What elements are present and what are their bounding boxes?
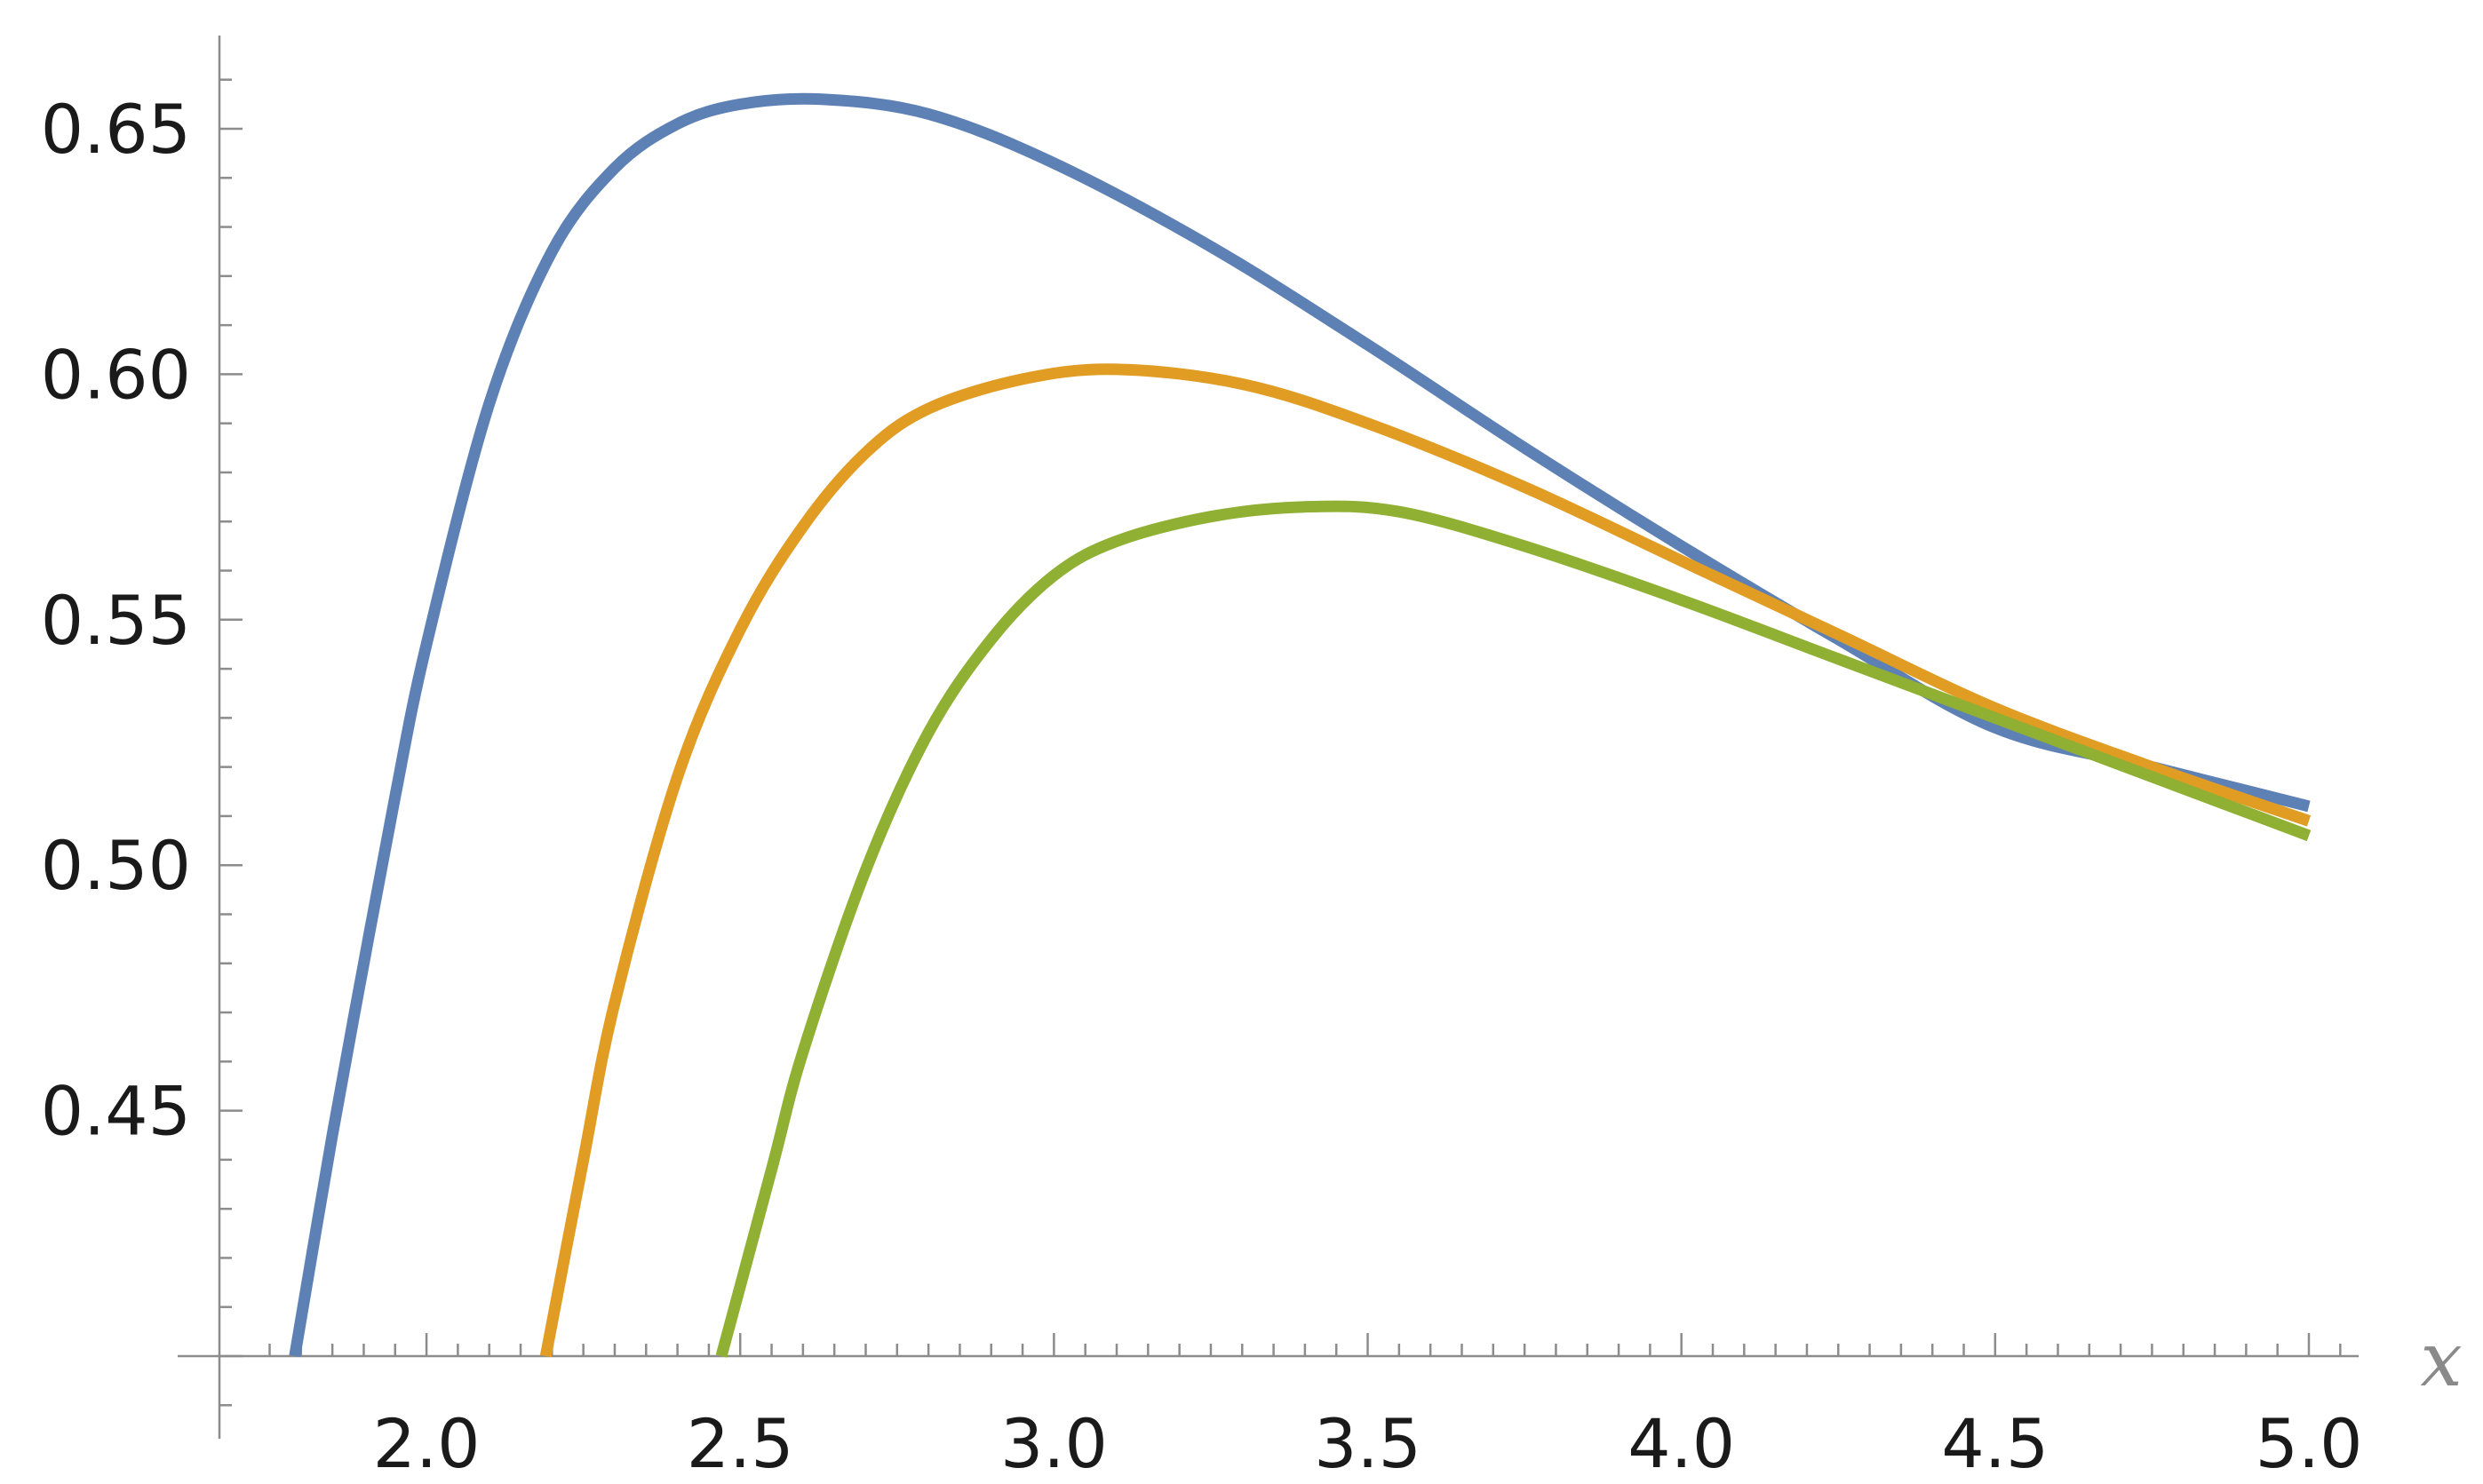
y-tick-label: 0.60 <box>41 335 191 414</box>
x-tick-label: 2.5 <box>687 1404 794 1483</box>
x-axis-title: x <box>2420 1316 2462 1403</box>
series-line-3 <box>715 500 2312 1358</box>
y-tick-label: 0.55 <box>41 581 191 660</box>
x-tick-label: 5.0 <box>2256 1404 2363 1483</box>
y-tick-label: 0.45 <box>41 1072 191 1151</box>
x-tick-label: 4.5 <box>1941 1404 2049 1483</box>
x-tick-label: 3.5 <box>1314 1404 1421 1483</box>
y-tick-label: 0.50 <box>41 826 191 905</box>
x-tick-label: 2.0 <box>373 1404 481 1483</box>
series <box>289 92 2312 1358</box>
series-line-2 <box>539 363 2312 1358</box>
tick-labels: 2.0 2.5 3.0 3.5 4.0 4.5 5.0 0.45 0.50 0.55 0.60 0.6… <box>41 90 2363 1483</box>
x-tick-label: 4.0 <box>1627 1404 1735 1483</box>
y-tick-label: 0.65 <box>41 90 191 169</box>
x-tick-label: 3.0 <box>1000 1404 1108 1483</box>
